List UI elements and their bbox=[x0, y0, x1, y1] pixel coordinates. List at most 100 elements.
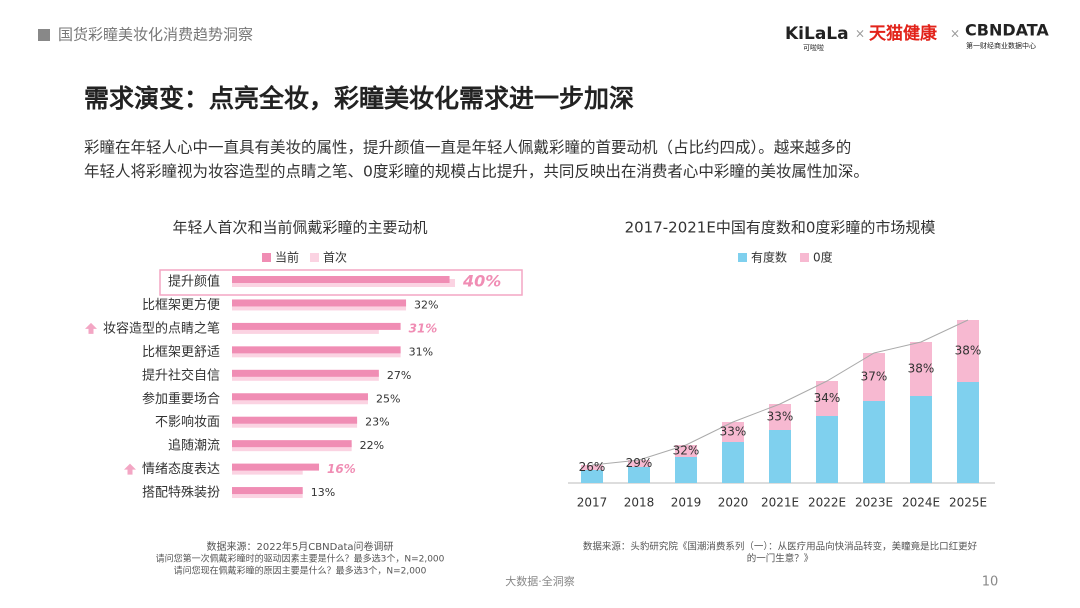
share-label: 32% bbox=[673, 444, 700, 458]
share-label: 33% bbox=[767, 410, 794, 424]
rise-arrow bbox=[85, 322, 97, 334]
x-tick-label: 2024E bbox=[902, 496, 940, 510]
x-tick-label: 2021E bbox=[761, 496, 799, 510]
bar-segment bbox=[628, 460, 650, 467]
category-label: 妆容造型的点睛之笔 bbox=[103, 320, 220, 336]
footer-brand: 大数据·全洞察 bbox=[505, 574, 575, 588]
bar-segment bbox=[628, 467, 650, 483]
bar bbox=[232, 369, 379, 377]
value-label: 16% bbox=[327, 462, 356, 476]
x-tick-label: 2018 bbox=[624, 496, 655, 510]
logo-sub: 第一财经商业数据中心 bbox=[966, 41, 1036, 50]
share-label: 38% bbox=[955, 344, 982, 358]
bar-segment bbox=[581, 465, 603, 470]
bar-segment bbox=[863, 353, 885, 401]
x-tick-label: 2022E bbox=[808, 496, 846, 510]
share-label: 29% bbox=[626, 456, 653, 470]
category-label: 情绪态度表达 bbox=[142, 461, 220, 477]
category-label: 搭配特殊装扮 bbox=[142, 485, 220, 501]
value-label: 22% bbox=[360, 439, 384, 452]
category-label: 追随潮流 bbox=[168, 438, 220, 454]
bar bbox=[232, 463, 320, 471]
bar-segment bbox=[816, 416, 838, 483]
bar-segment bbox=[863, 401, 885, 483]
bar bbox=[232, 393, 368, 401]
bar bbox=[232, 276, 450, 283]
rise-arrow bbox=[124, 463, 136, 475]
share-label: 34% bbox=[814, 391, 841, 405]
value-label: 32% bbox=[414, 298, 438, 311]
section-marker bbox=[38, 29, 50, 41]
legend-swatch bbox=[738, 253, 747, 262]
body-text: 彩瞳在年轻人心中一直具有美妆的属性，提升颜值一直是年轻人佩戴彩瞳的首要动机（占比… bbox=[84, 139, 851, 157]
x-tick-label: 2020 bbox=[718, 496, 749, 510]
bar-segment bbox=[769, 430, 791, 483]
category-label: 提升颜值 bbox=[168, 274, 220, 290]
legend-label: 首次 bbox=[323, 251, 347, 265]
bar bbox=[232, 416, 358, 424]
bar-segment bbox=[816, 381, 838, 416]
bar-segment bbox=[957, 320, 979, 382]
share-label: 38% bbox=[908, 362, 935, 376]
logo-sub: 可啦啦 bbox=[803, 43, 824, 52]
category-label: 参加重要场合 bbox=[142, 391, 220, 407]
separator: × bbox=[950, 27, 960, 41]
share-label: 37% bbox=[861, 370, 888, 384]
legend-swatch bbox=[800, 253, 809, 262]
bar-segment bbox=[722, 442, 744, 483]
legend-label: 当前 bbox=[275, 250, 299, 265]
category-label: 比框架更舒适 bbox=[142, 345, 220, 360]
bar-segment bbox=[675, 457, 697, 483]
category-label: 比框架更方便 bbox=[142, 297, 220, 313]
category-label: 提升社交自信 bbox=[142, 367, 220, 383]
separator: × bbox=[855, 27, 865, 41]
category-label: 不影响妆面 bbox=[155, 414, 220, 430]
page-number: 10 bbox=[982, 575, 999, 590]
highlight-box bbox=[159, 269, 523, 296]
x-tick-label: 2019 bbox=[671, 496, 702, 510]
share-label: 26% bbox=[579, 460, 606, 474]
bar bbox=[232, 440, 352, 448]
source-note: 请问您现在佩戴彩瞳的原因主要是什么？最多选3个，N=2,000 bbox=[174, 565, 427, 577]
value-label: 27% bbox=[387, 369, 411, 382]
bar bbox=[232, 487, 303, 495]
bar-segment bbox=[957, 382, 979, 483]
legend-label: 有度数 bbox=[751, 250, 787, 265]
source-note: 数据来源：2022年5月CBNData问卷调研 bbox=[206, 540, 393, 553]
x-tick-label: 2025E bbox=[949, 496, 987, 510]
trend-line bbox=[591, 319, 969, 466]
logo: 天猫健康 bbox=[869, 23, 938, 44]
bar-segment bbox=[910, 342, 932, 396]
bar-segment bbox=[581, 470, 603, 483]
source-note: 的一门生意？》 bbox=[747, 553, 814, 565]
x-tick-label: 2023E bbox=[855, 496, 893, 510]
source-note: 请问您第一次佩戴彩瞳时的驱动因素主要是什么？最多选3个，N=2,000 bbox=[156, 553, 445, 565]
body-text: 年轻人将彩瞳视为妆容造型的点睛之笔、0度彩瞳的规模占比提升，共同反映出在消费者心… bbox=[84, 163, 869, 181]
legend-label: 0度 bbox=[813, 250, 833, 265]
value-label: 31% bbox=[409, 345, 433, 358]
bar-segment bbox=[675, 445, 697, 457]
value-label: 40% bbox=[462, 272, 501, 291]
value-label: 25% bbox=[376, 392, 400, 405]
share-label: 33% bbox=[720, 425, 747, 439]
legend-swatch bbox=[310, 253, 319, 262]
bar-segment bbox=[910, 396, 932, 483]
logo: CBNDATA bbox=[965, 21, 1049, 40]
logo: KiLaLa bbox=[785, 24, 849, 44]
chart-title: 2017-2021E中国有度数和0度彩瞳的市场规模 bbox=[625, 219, 936, 237]
slide-title: 需求演变：点亮全妆，彩瞳美妆化需求进一步加深 bbox=[84, 84, 634, 113]
x-tick-label: 2017 bbox=[577, 496, 608, 510]
chart-title: 年轻人首次和当前佩戴彩瞳的主要动机 bbox=[172, 219, 427, 237]
section-title: 国货彩瞳美妆化消费趋势洞察 bbox=[58, 26, 253, 44]
bar bbox=[232, 346, 401, 354]
bar-segment bbox=[769, 404, 791, 430]
legend-swatch bbox=[262, 253, 271, 262]
bar-segment bbox=[722, 422, 744, 442]
bar bbox=[232, 299, 407, 307]
bar bbox=[232, 322, 401, 330]
value-label: 23% bbox=[365, 416, 389, 429]
source-note: 数据来源：头豹研究院《国潮消费系列（一）：从医疗用品向快消品转变，美瞳竟是比口红… bbox=[583, 541, 978, 553]
value-label: 13% bbox=[311, 486, 335, 499]
